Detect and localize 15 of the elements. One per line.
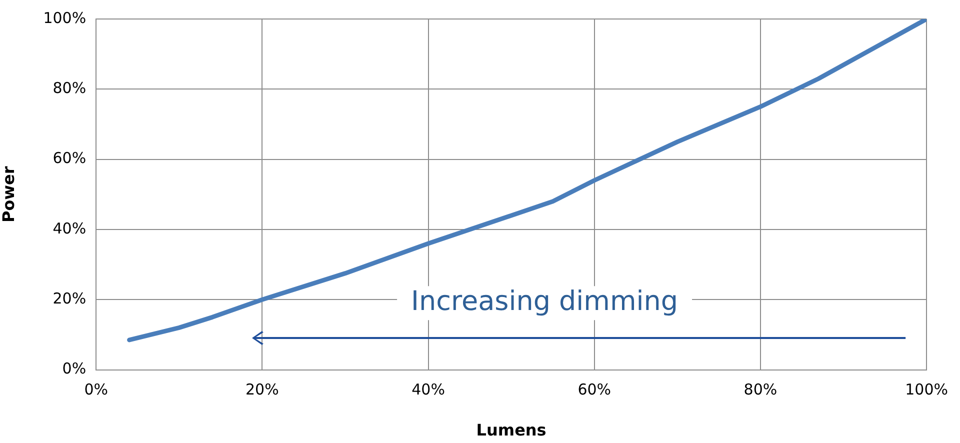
y-tick-label: 100% — [43, 8, 86, 27]
y-tick-label: 0% — [62, 360, 86, 378]
x-tick-label: 40% — [412, 380, 445, 399]
x-tick-label: 20% — [246, 380, 279, 399]
y-tick-label: 20% — [52, 290, 86, 308]
annotation: Increasing dimming — [411, 286, 678, 318]
y-axis-title: Power — [0, 166, 18, 223]
x-tick-label: 80% — [744, 380, 778, 399]
y-tick-label: 40% — [52, 219, 86, 238]
x-tick-label: 0% — [84, 380, 108, 399]
x-tick-label: 100% — [905, 380, 948, 399]
x-tick-label: 60% — [578, 380, 612, 399]
y-tick-label: 80% — [52, 79, 86, 98]
y-tick-label: 60% — [52, 149, 86, 168]
x-axis-title: Lumens — [476, 420, 546, 440]
